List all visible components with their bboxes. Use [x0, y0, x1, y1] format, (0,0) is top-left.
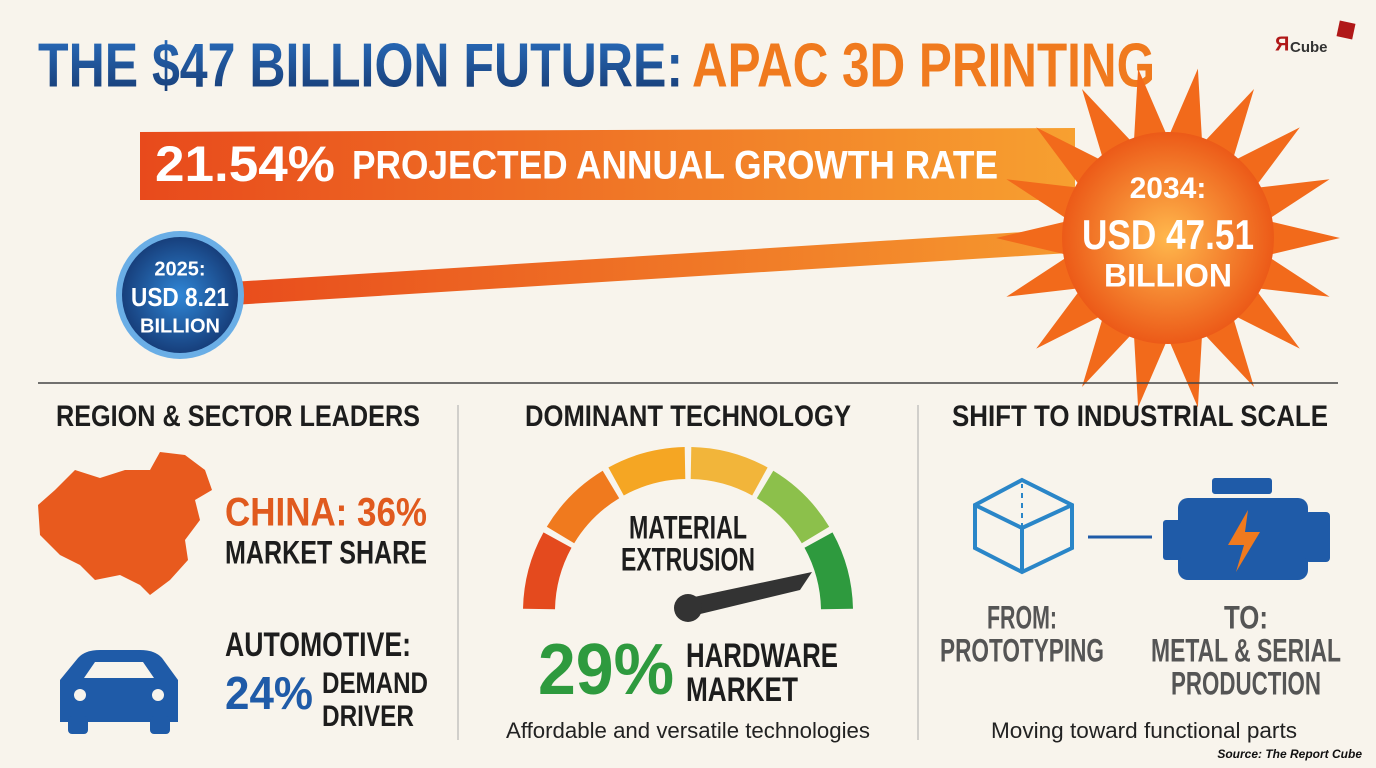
logo-mark: Я — [1275, 33, 1289, 55]
from-label: FROM: — [987, 599, 1057, 635]
source: Source: The Report Cube — [1217, 747, 1362, 761]
china-share: CHINA: 36% — [225, 491, 427, 535]
sun-core — [1062, 132, 1274, 344]
end-value: USD 47.51 — [1082, 211, 1254, 258]
section-heading: REGION & SECTOR LEADERS — [56, 400, 420, 433]
gauge-hub — [674, 594, 702, 622]
gauge-segment — [546, 470, 620, 544]
start-value: USD 8.21 — [131, 282, 229, 312]
caption: Affordable and versatile technologies — [506, 718, 870, 743]
growth-banner — [140, 128, 1075, 200]
gauge-label: EXTRUSION — [621, 541, 755, 577]
auto-line: DEMAND — [322, 667, 428, 700]
to-label: TO: — [1224, 599, 1268, 635]
growth-rate: 21.54% — [155, 136, 335, 192]
sun — [996, 68, 1340, 408]
tech-label: HARDWARE — [686, 637, 838, 675]
auto-line: DRIVER — [322, 700, 414, 733]
auto-share: 24% — [225, 667, 313, 719]
caption: Moving toward functional parts — [991, 718, 1297, 743]
start-year: 2025: — [154, 258, 205, 280]
auto-label: AUTOMOTIVE: — [225, 626, 411, 664]
title-accent: APAC 3D PRINTING — [692, 31, 1155, 100]
to-value: METAL & SERIAL — [1151, 632, 1341, 668]
logo-text: Cube — [1290, 39, 1328, 56]
car-icon — [60, 650, 178, 734]
gauge-label: MATERIAL — [629, 509, 747, 545]
engine-icon — [1163, 478, 1330, 580]
gauge-segment — [523, 532, 572, 610]
gauge-segment — [756, 470, 830, 544]
section-heading: DOMINANT TECHNOLOGY — [525, 400, 851, 433]
china-map — [38, 452, 212, 595]
china-label: MARKET SHARE — [225, 534, 427, 570]
end-year: 2034: — [1130, 172, 1207, 205]
cube-icon — [973, 477, 1074, 575]
to-value: PRODUCTION — [1171, 665, 1321, 701]
tech-label: MARKET — [686, 671, 798, 709]
growth-line — [200, 224, 1150, 307]
section-heading: SHIFT TO INDUSTRIAL SCALE — [952, 400, 1328, 433]
tech-share: 29% — [538, 630, 674, 710]
gauge — [523, 447, 853, 610]
title-lead: THE $47 BILLION FUTURE: — [38, 31, 683, 100]
gauge-segment — [608, 447, 686, 496]
growth-label: PROJECTED ANNUAL GROWTH RATE — [352, 144, 998, 188]
logo-cube — [1336, 20, 1356, 40]
start-circle — [122, 237, 238, 353]
start-unit: BILLION — [140, 315, 220, 337]
end-unit: BILLION — [1104, 257, 1232, 293]
gauge-needle — [680, 572, 812, 616]
gauge-segment — [690, 447, 768, 496]
gauge-segment — [804, 532, 853, 610]
from-value: PROTOTYPING — [940, 632, 1104, 668]
